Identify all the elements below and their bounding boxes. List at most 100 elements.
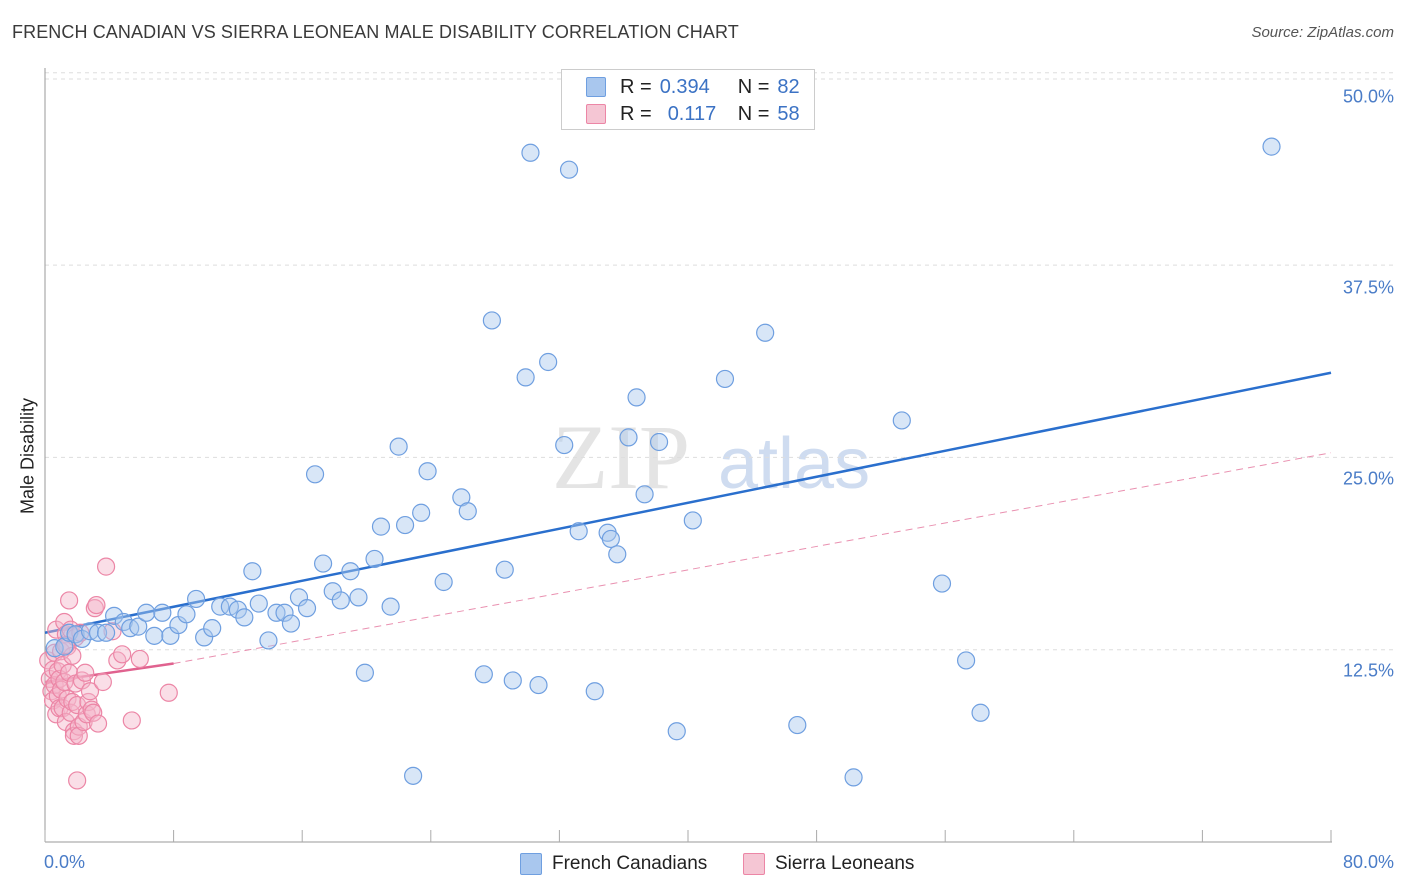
source-label: Source: ZipAtlas.com <box>1251 24 1394 41</box>
sierra-leonean-point <box>88 714 108 733</box>
french-canadian-point <box>145 626 164 645</box>
y-tick-label: 25.0% <box>1342 468 1394 489</box>
r-label: R = <box>620 102 652 125</box>
sierra-leonean-point <box>64 726 84 745</box>
sierra-leonean-trend-extended <box>173 452 1332 665</box>
french-canadian-point <box>844 768 863 787</box>
sierra-leonean-point <box>85 599 104 618</box>
sierra-leonean-point <box>122 711 141 730</box>
y-tick-label: 12.5% <box>1342 660 1394 681</box>
french-canadian-point <box>971 703 990 722</box>
sierra-leonean-point <box>93 672 112 692</box>
french-canadian-point <box>371 517 391 536</box>
french-canadian-point <box>932 574 952 593</box>
sierra-leonean-point <box>68 771 87 790</box>
gridlines <box>45 72 1393 651</box>
french-canadian-point <box>715 369 735 389</box>
blue-swatch-icon <box>520 853 542 875</box>
sierra-leonean-point <box>58 689 77 709</box>
french-canadian-point <box>105 606 124 625</box>
sierra-leonean-point <box>76 663 95 682</box>
legend-label: French Canadians <box>552 853 708 874</box>
sierra-leonean-point <box>87 595 106 615</box>
french-canadian-point <box>569 522 588 541</box>
sierra-leonean-point <box>159 683 178 702</box>
correlation-legend: R = 0.394 N = 82 R = 0.117 N = 58 <box>561 69 815 130</box>
x-tick-label-min: 0.0% <box>44 852 86 872</box>
axes <box>44 68 1332 843</box>
french-canadian-point <box>495 560 514 579</box>
french-canadian-point <box>349 588 368 607</box>
french-canadian-point <box>559 160 579 179</box>
french-canadian-point <box>297 599 317 618</box>
sierra-leonean-point <box>113 645 132 664</box>
french-canadian-point <box>365 549 384 569</box>
french-canadian-point <box>635 485 654 504</box>
sierra-leonean-point <box>96 557 116 576</box>
french-canadian-point <box>389 437 408 456</box>
french-canadian-point <box>249 594 268 613</box>
french-canadian-points <box>45 89 1281 787</box>
french-canadian-point <box>555 435 574 455</box>
sierra-leonean-point <box>60 591 79 610</box>
r-value: 0.394 <box>659 75 710 98</box>
pink-swatch-icon <box>743 853 765 875</box>
french-canadian-point <box>381 597 400 616</box>
french-canadian-point <box>203 619 222 638</box>
french-canadian-point <box>187 589 206 609</box>
french-canadian-point <box>956 651 976 670</box>
french-canadian-point <box>649 432 669 452</box>
chart-title: FRENCH CANADIAN VS SIERRA LEONEAN MALE D… <box>12 22 739 42</box>
french-canadian-point <box>788 715 807 735</box>
r-label: R = <box>620 75 652 98</box>
french-canadian-point <box>627 388 646 407</box>
legend-item-sierra-leoneans: Sierra Leoneans <box>743 853 914 875</box>
r-value: 0.117 <box>667 102 717 125</box>
french-canadian-point <box>395 515 415 535</box>
french-canadian-point <box>667 722 686 741</box>
french-canadian-point <box>683 511 702 530</box>
legend-row-sierra-leoneans: R = 0.117 N = 58 <box>586 102 800 126</box>
french-canadian-point <box>619 428 638 447</box>
sierra-leonean-point <box>84 703 103 722</box>
legend-label: Sierra Leoneans <box>775 853 915 874</box>
n-label: N = <box>737 75 770 98</box>
french-canadian-point <box>313 554 333 573</box>
pink-swatch-icon <box>586 104 606 124</box>
sierra-leonean-trend-line <box>44 662 174 684</box>
french-canadian-point <box>235 608 254 627</box>
y-tick-label: 37.5% <box>1342 277 1394 298</box>
french-canadian-point <box>503 671 522 690</box>
x-tick-label-max: 80.0% <box>1342 852 1394 872</box>
sierra-leonean-point <box>68 695 87 715</box>
french-canadian-point <box>281 614 301 633</box>
french-canadian-point <box>418 462 437 481</box>
n-label: N = <box>737 102 770 125</box>
legend-row-french-canadians: R = 0.394 N = 82 <box>586 75 800 99</box>
french-canadian-point <box>892 411 911 430</box>
sierra-leonean-point <box>69 726 88 745</box>
french-canadian-point <box>412 503 431 522</box>
sierra-leonean-point <box>108 651 127 670</box>
french-canadian-point <box>482 311 501 330</box>
french-canadian-point <box>434 572 453 592</box>
french-canadian-point <box>331 591 350 610</box>
french-canadian-point <box>275 603 294 622</box>
french-canadian-point <box>305 465 325 484</box>
french-canadian-point <box>341 562 360 581</box>
french-canadian-point <box>153 603 172 622</box>
french-canadian-point <box>601 529 620 549</box>
french-canadian-point <box>1262 137 1281 156</box>
blue-swatch-icon <box>586 77 606 97</box>
french-canadian-point <box>529 675 548 695</box>
french-canadian-point <box>585 682 604 701</box>
sierra-leonean-point <box>80 682 100 701</box>
french-canadian-point <box>516 368 535 387</box>
french-canadian-point <box>474 665 493 684</box>
y-tick-label: 50.0% <box>1342 86 1394 107</box>
french-canadian-point <box>355 663 374 682</box>
sierra-leonean-point <box>130 649 149 669</box>
french-canadian-point <box>177 605 196 624</box>
french-canadian-point <box>243 562 262 581</box>
